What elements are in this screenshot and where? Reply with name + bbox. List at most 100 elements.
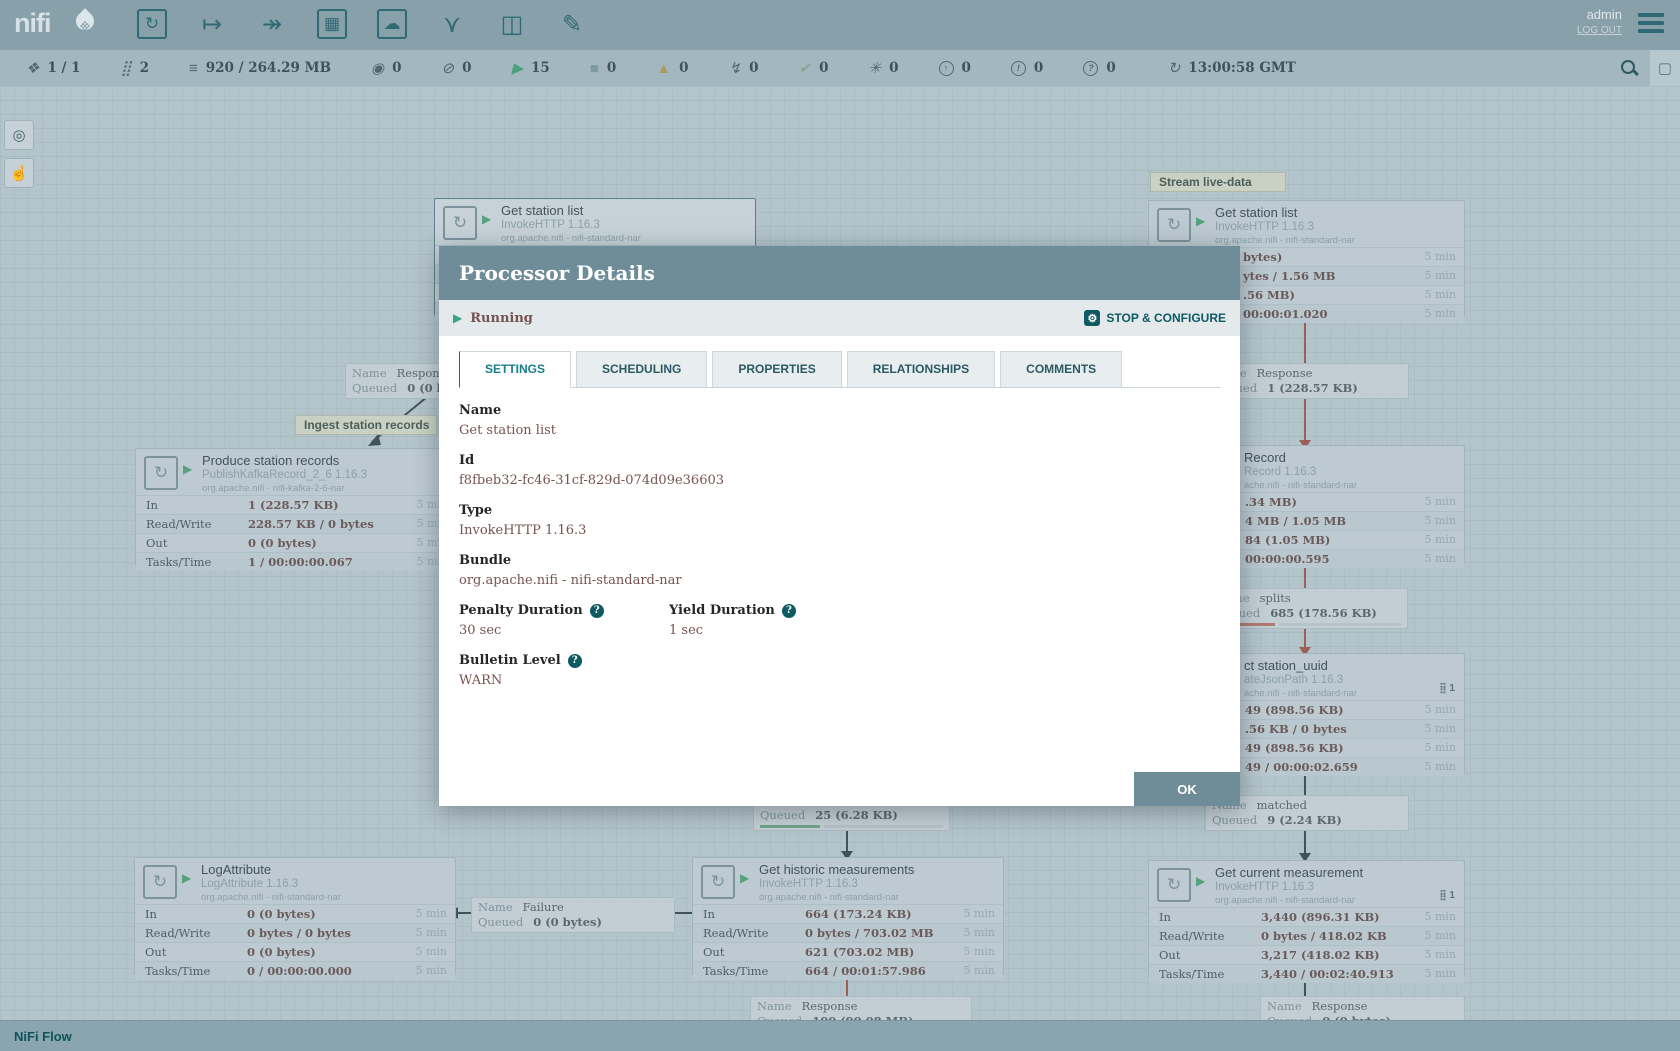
processor-box-icon: ↻ xyxy=(701,865,735,899)
modified-stale-count: 0 xyxy=(1033,60,1044,76)
template-icon[interactable]: ◫ xyxy=(500,10,524,38)
connected-nodes-count: 1 / 1 xyxy=(47,60,81,76)
field-type: Type InvokeHTTP 1.16.3 xyxy=(459,503,587,538)
tab-comments[interactable]: COMMENTS xyxy=(1000,351,1123,387)
processor-produce-station-records[interactable]: ↻ ▶ Produce station records PublishKafkaR… xyxy=(135,448,457,571)
processor-box-icon: ↻ xyxy=(1157,208,1191,242)
processor-get-current-measurement[interactable]: ↻ ▶ Get current measurement InvokeHTTP 1.… xyxy=(1148,860,1465,983)
processor-box-icon: ↻ xyxy=(443,206,477,240)
current-user: admin xyxy=(1586,7,1622,22)
refresh-icon[interactable]: ↻ xyxy=(1167,59,1181,77)
help-icon[interactable]: ? xyxy=(781,603,796,618)
queue-fill-bar xyxy=(1215,623,1401,626)
nifi-logo: nifi xyxy=(14,8,51,38)
running-status-icon: ▶ xyxy=(1196,214,1206,228)
global-menu-icon[interactable] xyxy=(1638,13,1664,37)
help-icon[interactable]: ? xyxy=(589,603,604,618)
processor-box-icon: ↻ xyxy=(144,456,178,490)
panel-toggle-icon[interactable]: ▢ xyxy=(1650,50,1680,86)
dialog-tabs: SETTINGS SCHEDULING PROPERTIES RELATIONS… xyxy=(459,350,1220,388)
birdseye-icon[interactable]: ◎ xyxy=(4,120,34,150)
connection-label-queued-25[interactable]: Queued 25 (6.28 KB) xyxy=(753,805,950,831)
gear-icon: ⚙ xyxy=(1084,310,1101,326)
running-status-icon: ▶ xyxy=(1196,874,1206,888)
run-state-text: Running xyxy=(470,310,533,326)
ok-button[interactable]: OK xyxy=(1134,772,1240,806)
running-status-icon: ▶ xyxy=(740,871,750,885)
tab-properties[interactable]: PROPERTIES xyxy=(712,351,842,387)
queue-fill-bar xyxy=(760,825,943,828)
modified-stale-icon: ! xyxy=(1010,60,1026,76)
invalid-count: 0 xyxy=(679,60,689,76)
field-yield-duration: Yield Duration? 1 sec xyxy=(669,603,879,638)
breadcrumb-bar: NiFi Flow xyxy=(0,1020,1680,1051)
processor-box-icon: ↻ xyxy=(1157,868,1191,902)
sync-failure-icon: ? xyxy=(1083,60,1099,76)
stopped-count: 0 xyxy=(606,60,617,76)
label-icon[interactable]: ✎ xyxy=(561,10,583,38)
field-name: Name Get station list xyxy=(459,403,557,438)
up-to-date-icon: ✔ xyxy=(798,59,812,77)
remote-process-group-icon[interactable]: ☁ xyxy=(372,4,412,44)
component-toolbar: ↻ ↦ ↠ ▦ ☁ ⋎ ◫ ✎ xyxy=(132,4,592,44)
processor-get-historic-measurements[interactable]: ↻ ▶ Get historic measurements InvokeHTTP … xyxy=(692,857,1004,980)
not-transmitting-icon: ⊘ xyxy=(441,59,455,77)
sync-failure-count: 0 xyxy=(1106,60,1116,76)
app-header: nifi ↻ ↦ ↠ ▦ ☁ ⋎ ◫ ✎ admin LOG OUT xyxy=(0,0,1680,50)
tab-scheduling[interactable]: SCHEDULING xyxy=(576,351,708,387)
processor-logattribute[interactable]: ↻ ▶ LogAttribute LogAttribute 1.16.3 org.… xyxy=(134,857,456,980)
stop-and-configure-button[interactable]: ⚙ STOP & CONFIGURE xyxy=(1084,310,1226,326)
transmitting-count: 0 xyxy=(392,60,402,76)
stale-icon: ↑ xyxy=(938,60,954,76)
nifi-drop-icon xyxy=(72,8,98,34)
running-status-icon: ▶ xyxy=(182,871,192,885)
disabled-icon: ↯ xyxy=(728,59,742,77)
tab-relationships[interactable]: RELATIONSHIPS xyxy=(846,351,996,387)
active-threads-count: 2 xyxy=(139,60,149,76)
up-to-date-count: 0 xyxy=(819,60,829,76)
hand-tool-icon[interactable]: ☝ xyxy=(4,158,34,188)
field-penalty-duration: Penalty Duration? 30 sec xyxy=(459,603,669,638)
funnel-icon[interactable]: ⋎ xyxy=(443,10,461,38)
running-status-icon: ▶ xyxy=(482,212,492,226)
dialog-header: Processor Details xyxy=(439,246,1240,300)
process-group-icon[interactable]: ▦ xyxy=(312,4,352,44)
input-port-icon[interactable]: ↦ xyxy=(201,10,223,38)
locally-modified-count: 0 xyxy=(889,60,899,76)
running-icon: ▶ xyxy=(511,59,524,77)
dialog-status-row: ▶ Running ⚙ STOP & CONFIGURE xyxy=(439,300,1240,336)
cluster-badge: ⣿ 1 xyxy=(1439,890,1455,901)
logout-link[interactable]: LOG OUT xyxy=(1576,25,1622,36)
processor-icon[interactable]: ↻ xyxy=(132,4,172,44)
connected-nodes-icon: ❖ xyxy=(26,59,40,77)
active-threads-icon: ⣿ xyxy=(120,59,132,77)
help-icon[interactable]: ? xyxy=(567,653,582,668)
disabled-count: 0 xyxy=(749,60,759,76)
status-bar: ❖ 1 / 1 ⣿ 2 ≡ 920 / 264.29 MB ◉ 0 ⊘ 0 ▶ 15 ■ 0 … xyxy=(0,50,1680,86)
output-port-icon[interactable]: ↠ xyxy=(261,10,283,38)
processor-box-icon: ↻ xyxy=(143,865,177,899)
connection-label-failure[interactable]: Name Failure Queued 0 (0 bytes) xyxy=(471,897,675,933)
stale-count: 0 xyxy=(961,60,971,76)
locally-modified-icon: ✳ xyxy=(868,59,882,77)
cluster-badge: ⣿ 1 xyxy=(1439,683,1455,694)
field-bundle: Bundle org.apache.nifi - nifi-standard-n… xyxy=(459,553,682,588)
transmitting-icon: ◉ xyxy=(370,59,385,77)
canvas-label-ingest-station-records[interactable]: Ingest station records xyxy=(295,415,437,435)
running-count: 15 xyxy=(531,60,550,76)
last-refreshed-time: 13:00:58 GMT xyxy=(1188,60,1296,76)
tab-settings[interactable]: SETTINGS xyxy=(459,351,572,388)
running-status-icon: ▶ xyxy=(183,462,193,476)
not-transmitting-count: 0 xyxy=(462,60,472,76)
field-bulletin-level: Bulletin Level? WARN xyxy=(459,653,1220,688)
running-status-icon: ▶ xyxy=(453,311,463,325)
canvas-label-stream-live-data[interactable]: Stream live-data xyxy=(1150,172,1286,192)
queued-count: 920 / 264.29 MB xyxy=(205,60,331,76)
dialog-title: Processor Details xyxy=(459,261,655,285)
search-icon[interactable] xyxy=(1620,59,1639,77)
breadcrumb[interactable]: NiFi Flow xyxy=(14,1028,72,1044)
queued-icon: ≡ xyxy=(188,59,198,77)
stopped-icon: ■ xyxy=(589,59,599,77)
